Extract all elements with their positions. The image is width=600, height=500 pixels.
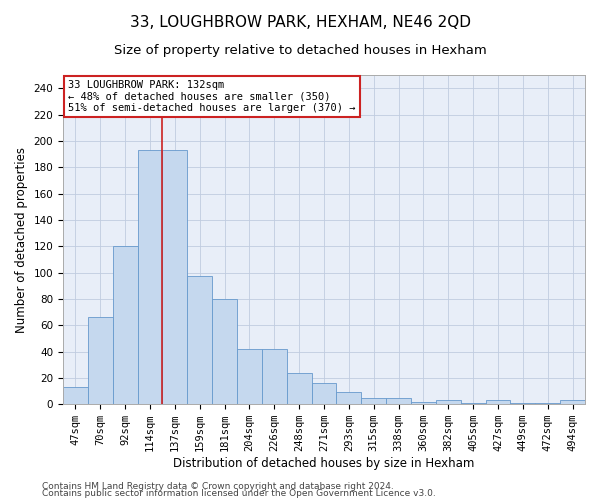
Bar <box>485 400 511 404</box>
Bar <box>535 403 560 404</box>
X-axis label: Distribution of detached houses by size in Hexham: Distribution of detached houses by size … <box>173 457 475 470</box>
Text: Size of property relative to detached houses in Hexham: Size of property relative to detached ho… <box>113 44 487 57</box>
Bar <box>262 349 287 404</box>
Bar <box>411 402 436 404</box>
Bar <box>187 276 212 404</box>
Text: Contains public sector information licensed under the Open Government Licence v3: Contains public sector information licen… <box>42 489 436 498</box>
Bar <box>337 392 361 404</box>
Bar <box>311 383 337 404</box>
Bar <box>88 318 113 404</box>
Text: Contains HM Land Registry data © Crown copyright and database right 2024.: Contains HM Land Registry data © Crown c… <box>42 482 394 491</box>
Bar <box>212 299 237 404</box>
Bar <box>461 403 485 404</box>
Bar <box>511 403 535 404</box>
Bar <box>436 400 461 404</box>
Bar <box>63 387 88 404</box>
Bar <box>287 372 311 404</box>
Bar <box>137 150 163 404</box>
Y-axis label: Number of detached properties: Number of detached properties <box>15 146 28 332</box>
Bar <box>113 246 137 404</box>
Bar <box>361 398 386 404</box>
Bar <box>386 398 411 404</box>
Text: 33 LOUGHBROW PARK: 132sqm
← 48% of detached houses are smaller (350)
51% of semi: 33 LOUGHBROW PARK: 132sqm ← 48% of detac… <box>68 80 356 113</box>
Bar <box>163 150 187 404</box>
Text: 33, LOUGHBROW PARK, HEXHAM, NE46 2QD: 33, LOUGHBROW PARK, HEXHAM, NE46 2QD <box>130 15 470 30</box>
Bar <box>560 400 585 404</box>
Bar <box>237 349 262 404</box>
